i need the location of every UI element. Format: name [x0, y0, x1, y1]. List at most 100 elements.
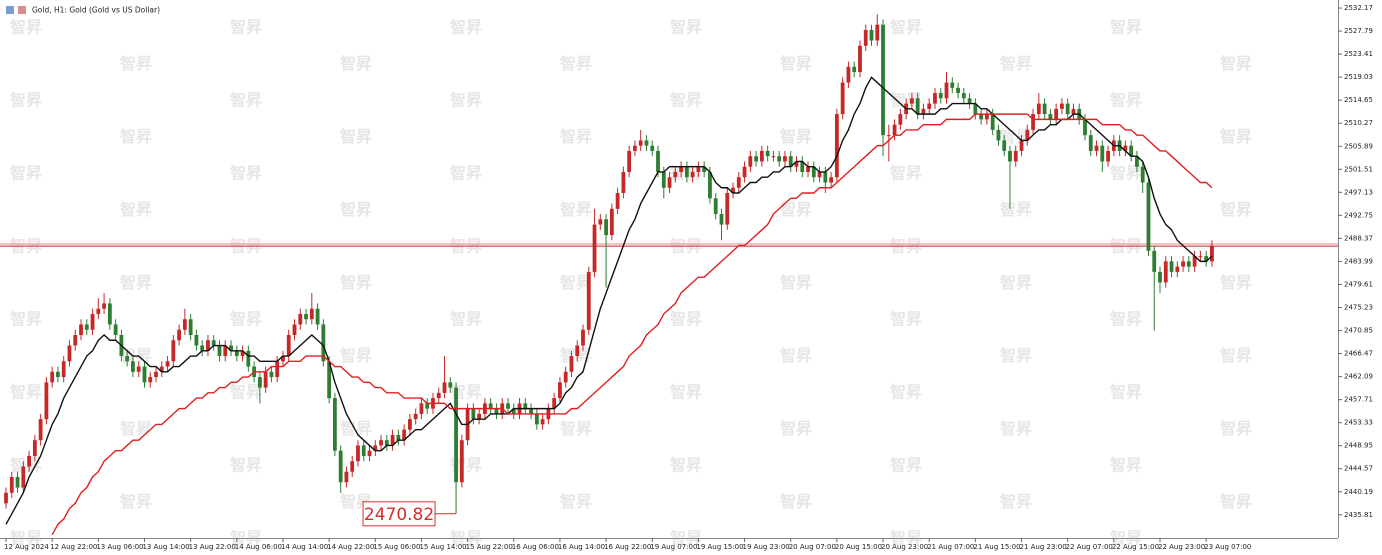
y-tick-label: 2492.75 — [1344, 211, 1373, 219]
x-tick-label: 16 Aug 14:00 — [558, 543, 605, 551]
candle-body — [454, 387, 458, 483]
candle-body — [708, 171, 712, 199]
watermark: 智昇 — [120, 273, 152, 292]
candle-body — [673, 171, 678, 178]
candle-body — [748, 156, 753, 167]
x-tick-label: 16 Aug 06:00 — [512, 543, 559, 551]
candle-body — [615, 193, 620, 209]
y-tick-label: 2479.61 — [1344, 280, 1373, 288]
x-tick-label: 20 Aug 23:00 — [881, 543, 928, 551]
candle-body — [719, 214, 724, 225]
watermark: 智昇 — [10, 164, 42, 183]
watermark: 智昇 — [230, 310, 262, 329]
y-tick-label: 2519.03 — [1344, 73, 1373, 81]
candle-body — [304, 313, 308, 320]
watermark: 智昇 — [340, 419, 372, 438]
x-tick-label: 14 Aug 14:00 — [281, 543, 328, 551]
watermark: 智昇 — [230, 18, 262, 37]
candle-body — [229, 345, 233, 351]
candle-body — [575, 345, 580, 357]
candle-body — [638, 140, 643, 146]
candle-body — [408, 419, 412, 430]
candle-body — [650, 145, 655, 151]
y-tick-label: 2532.17 — [1344, 4, 1373, 12]
candle-body — [223, 345, 228, 357]
chart-title: Gold, H1: Gold (Gold vs US Dollar) — [32, 6, 160, 15]
candle-body — [79, 324, 83, 336]
y-tick-label: 2462.09 — [1344, 373, 1373, 381]
candle-body — [413, 413, 418, 420]
y-tick-label: 2475.23 — [1344, 303, 1373, 311]
candle-body — [933, 93, 937, 104]
x-tick-label: 23 Aug 07:00 — [1204, 543, 1251, 551]
y-tick-label: 2514.65 — [1344, 96, 1373, 104]
candle-body — [921, 108, 926, 115]
candle-body — [892, 124, 897, 136]
watermark: 智昇 — [1110, 18, 1142, 37]
candle-body — [944, 82, 949, 99]
watermark: 智昇 — [10, 383, 42, 402]
candle-body — [679, 166, 683, 172]
x-tick-label: 21 Aug 15:00 — [973, 543, 1020, 551]
candle-body — [21, 466, 26, 488]
candle-body — [771, 156, 776, 158]
candle-body — [298, 313, 303, 325]
y-tick-label: 2501.51 — [1344, 165, 1373, 173]
x-tick-label: 14 Aug 06:00 — [235, 543, 282, 551]
y-tick-label: 2435.81 — [1344, 511, 1373, 519]
watermark: 智昇 — [780, 54, 812, 73]
candle-body — [131, 361, 135, 372]
watermark: 智昇 — [1000, 127, 1032, 146]
ma-line — [5, 76, 1213, 525]
watermark: 智昇 — [340, 54, 372, 73]
watermark: 智昇 — [230, 456, 262, 475]
candle-body — [667, 177, 672, 188]
candle-body — [488, 403, 493, 409]
watermark: 智昇 — [230, 164, 262, 183]
candle-body — [869, 29, 874, 41]
watermark: 智昇 — [1110, 456, 1142, 475]
candle-body — [350, 461, 355, 472]
watermark: 智昇 — [1000, 346, 1032, 365]
candle-body — [142, 366, 147, 383]
candle-body — [206, 340, 210, 351]
candle-body — [1019, 140, 1024, 151]
candle-body — [846, 66, 851, 83]
x-tick-label: 22 Aug 15:00 — [1112, 543, 1159, 551]
candle-body — [194, 335, 199, 346]
watermark: 智昇 — [450, 91, 482, 110]
candle-body — [367, 450, 372, 456]
candle-body — [581, 329, 585, 346]
watermark: 智昇 — [560, 419, 592, 438]
candle-body — [263, 371, 268, 388]
candle-body — [327, 361, 332, 399]
candle-body — [1065, 103, 1070, 115]
watermark: 智昇 — [890, 310, 922, 329]
candle-body — [56, 371, 60, 378]
candle-body — [1054, 108, 1059, 120]
watermark: 智昇 — [1220, 127, 1252, 146]
candle-body — [788, 156, 793, 167]
watermark: 智昇 — [1000, 492, 1032, 511]
watermark: 智昇 — [450, 383, 482, 402]
x-tick-label: 19 Aug 23:00 — [743, 543, 790, 551]
watermark: 智昇 — [1220, 273, 1252, 292]
candle-body — [148, 377, 153, 383]
candle-body — [32, 440, 37, 456]
candle-body — [1025, 129, 1030, 141]
y-tick-label: 2510.27 — [1344, 119, 1373, 127]
candle-body — [15, 476, 20, 488]
candle-body — [713, 198, 718, 215]
watermark: 智昇 — [120, 127, 152, 146]
candle-body — [915, 98, 920, 115]
x-tick-label: 13 Aug 14:00 — [142, 543, 189, 551]
watermark: 智昇 — [10, 456, 42, 475]
candle-body — [338, 450, 343, 483]
y-tick-label: 2444.57 — [1344, 465, 1373, 473]
candle-body — [569, 356, 574, 372]
candle-body — [1140, 166, 1145, 183]
candle-body — [321, 324, 326, 362]
y-tick-label: 2470.85 — [1344, 327, 1373, 335]
candle-body — [696, 166, 701, 172]
candle-body — [1146, 182, 1151, 251]
